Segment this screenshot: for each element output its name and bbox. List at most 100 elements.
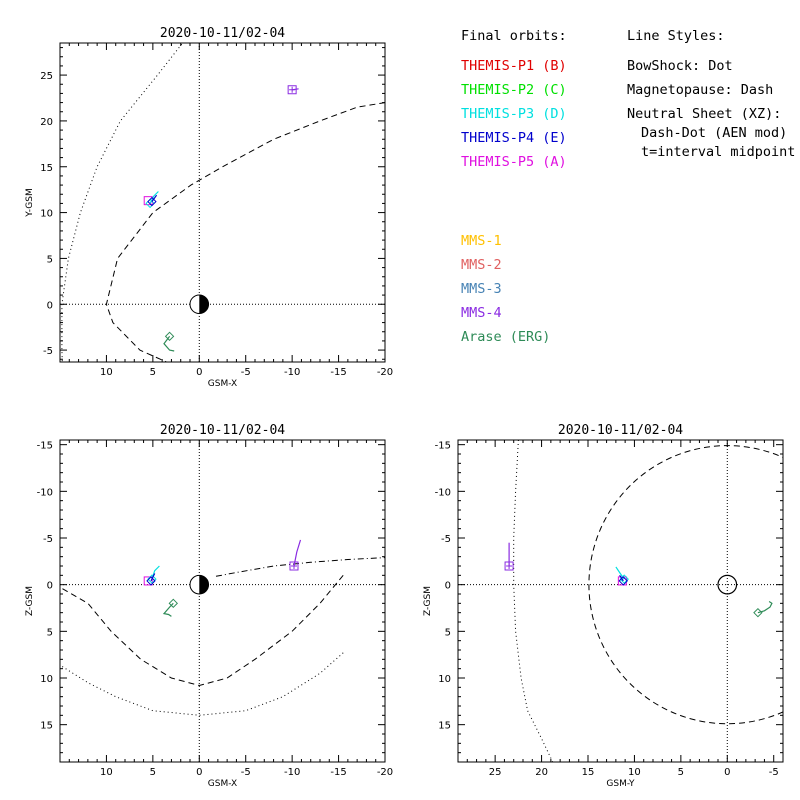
orbit-track: [757, 600, 773, 614]
chart-title: 2020-10-11/02-04: [558, 423, 683, 438]
orbit-track: [150, 573, 156, 582]
y-tick-label: 0: [445, 581, 451, 592]
magnetopause-curve: [60, 574, 344, 687]
x-tick-label: 15: [582, 767, 595, 778]
magnetopause-curve: [105, 102, 385, 362]
orbit-marker: [618, 576, 628, 586]
y-axis-label: Y-GSM: [25, 188, 35, 217]
orbit-track: [162, 602, 174, 617]
x-tick-label: 5: [150, 767, 156, 778]
y-tick-label: 5: [47, 254, 53, 265]
y-tick-label: 15: [40, 721, 53, 732]
y-tick-label: 10: [40, 209, 53, 220]
x-tick-label: 20: [535, 767, 548, 778]
x-tick-label: 25: [489, 767, 502, 778]
orbit-marker: [287, 85, 297, 95]
legend-styles-heading: Line Styles:: [627, 28, 725, 44]
y-tick-label: 5: [445, 627, 451, 638]
magnetopause-curve: [588, 445, 783, 725]
legend-line-style: Neutral Sheet (XZ):: [627, 106, 781, 122]
x-tick-label: -5: [241, 767, 251, 778]
y-tick-label: 10: [40, 674, 53, 685]
chart-title: 2020-10-11/02-04: [160, 26, 285, 41]
legend: Final orbits: Line Styles: THEMIS-P1 (B) TH…: [461, 28, 795, 345]
orbit-mms-4: [289, 539, 302, 571]
x-tick-label: -5: [241, 367, 251, 378]
y-axis-label: Z-GSM: [25, 586, 35, 616]
y-axis-label: Z-GSM: [423, 586, 433, 616]
bowshock-curve: [61, 43, 183, 362]
orbit-marker: [145, 198, 155, 209]
plot-frame: [59, 42, 386, 363]
x-tick-label: -15: [330, 367, 346, 378]
x-tick-label: 0: [196, 767, 202, 778]
legend-item-themis: THEMIS-P5 (A): [461, 154, 567, 170]
x-tick-label: -20: [377, 767, 393, 778]
orbit-track: [293, 539, 302, 567]
legend-item-themis: THEMIS-P1 (B): [461, 58, 567, 74]
x-tick-label: 0: [724, 767, 730, 778]
orbit-arase-erg: [162, 598, 178, 617]
y-tick-label: -5: [43, 346, 53, 357]
orbit-mms-4: [287, 85, 299, 95]
legend-item-mission: MMS-2: [461, 257, 502, 273]
legend-item-mission: Arase (ERG): [461, 329, 550, 345]
chart-title: 2020-10-11/02-04: [160, 423, 285, 438]
x-tick-label: 5: [678, 767, 684, 778]
earth-night-side: [199, 294, 209, 314]
y-tick-label: -15: [37, 441, 53, 452]
x-tick-label: 5: [150, 367, 156, 378]
x-tick-label: -15: [330, 767, 346, 778]
x-axis-label: GSM-X: [208, 379, 237, 389]
x-tick-label: 0: [196, 367, 202, 378]
x-tick-label: 10: [100, 367, 113, 378]
orbit-track: [151, 194, 158, 202]
legend-line-style: Magnetopause: Dash: [627, 82, 773, 98]
y-tick-label: 0: [47, 300, 53, 311]
panel-1: 2020-10-11/02-04 10 5 0 -5 -10 -15 -20 -5 0 5 10 15 2…: [25, 26, 393, 389]
x-axis-label: GSM-X: [208, 779, 237, 789]
plot-area: [458, 440, 783, 762]
earth-night-side: [199, 575, 209, 594]
panel-3: 2020-10-11/02-04 25 20 15 10 5 0 -5 -15 -10 -5 0 5 10…: [423, 423, 784, 789]
legend-line-style: t=interval midpoint: [641, 144, 795, 160]
orbit-marker: [504, 561, 514, 571]
orbit-marker: [147, 196, 157, 207]
y-tick-label: 5: [47, 627, 53, 638]
orbit-marker: [147, 574, 157, 584]
y-tick-label: 10: [438, 674, 451, 685]
orbit-themis-p4-e: [147, 194, 158, 207]
legend-item-themis: THEMIS-P3 (D): [461, 106, 567, 122]
x-tick-label: -10: [284, 767, 300, 778]
orbit-marker: [753, 607, 763, 618]
legend-orbits-heading: Final orbits:: [461, 28, 567, 44]
x-tick-label: -5: [769, 767, 779, 778]
bowshock-curve: [513, 440, 554, 762]
legend-item-mission: MMS-1: [461, 233, 502, 249]
y-tick-label: -15: [435, 441, 451, 452]
orbit-marker: [168, 598, 178, 609]
orbit-mms-4: [504, 542, 514, 571]
x-tick-label: 10: [100, 767, 113, 778]
plot-area: [60, 440, 385, 762]
x-tick-label: -20: [377, 367, 393, 378]
y-tick-label: 15: [40, 163, 53, 174]
legend-item-themis: THEMIS-P2 (C): [461, 82, 567, 98]
plot-frame: [457, 439, 784, 763]
x-axis-label: GSM-Y: [606, 779, 635, 789]
panel-2: 2020-10-11/02-04 10 5 0 -5 -10 -15 -20 -15 -10 -5 0…: [25, 423, 393, 789]
y-tick-label: -5: [441, 534, 451, 545]
plot-area: [60, 43, 385, 362]
orbit-marker: [164, 331, 175, 342]
orbit-arase-erg: [163, 331, 175, 352]
y-tick-label: 15: [438, 721, 451, 732]
x-tick-label: -10: [284, 367, 300, 378]
orbit-marker: [289, 561, 299, 571]
y-tick-label: -10: [37, 487, 53, 498]
orbit-themis-p5-a: [143, 576, 153, 586]
x-tick-label: 10: [628, 767, 641, 778]
orbit-themis-p4-e: [146, 573, 156, 586]
legend-item-themis: THEMIS-P4 (E): [461, 130, 567, 146]
neutral-sheet-curve: [215, 557, 385, 577]
